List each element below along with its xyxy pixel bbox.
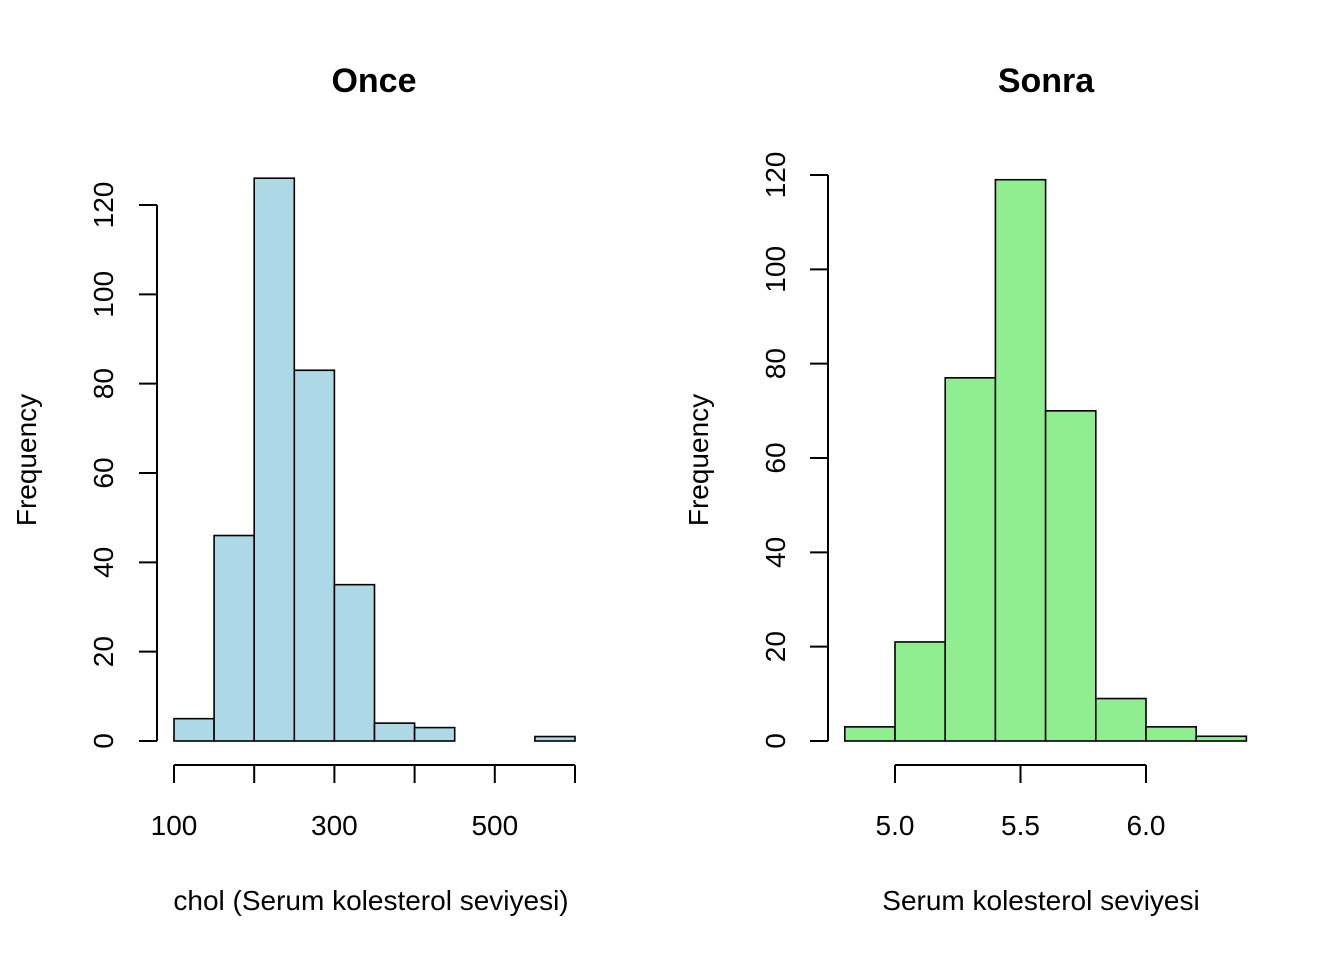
y-tick-label: 20 bbox=[88, 636, 119, 667]
y-tick-label: 0 bbox=[88, 733, 119, 749]
y-tick-label: 40 bbox=[88, 547, 119, 578]
y-tick-label: 40 bbox=[760, 537, 791, 568]
x-axis-label: chol (Serum kolesterol seviyesi) bbox=[173, 885, 568, 916]
histogram-bar bbox=[1145, 726, 1198, 742]
x-tick-label: 100 bbox=[151, 810, 198, 841]
histogram-bar bbox=[293, 369, 336, 742]
histogram-bar bbox=[1195, 735, 1248, 742]
y-tick-label: 120 bbox=[88, 182, 119, 229]
y-tick-label: 80 bbox=[88, 368, 119, 399]
histogram-bar bbox=[333, 583, 376, 742]
x-tick-label: 300 bbox=[311, 810, 358, 841]
x-tick-label: 6.0 bbox=[1127, 810, 1166, 841]
histogram-bar bbox=[1044, 410, 1097, 742]
y-axis-label: Frequency bbox=[11, 394, 42, 526]
y-tick-label: 100 bbox=[760, 246, 791, 293]
histogram-bar bbox=[994, 178, 1047, 742]
x-tick-label: 5.5 bbox=[1001, 810, 1040, 841]
y-axis-label: Frequency bbox=[683, 394, 714, 526]
histogram-bar bbox=[1095, 697, 1147, 742]
histogram-panel-sonra: Sonra Frequency Serum kolesterol seviyes… bbox=[683, 62, 1248, 916]
histogram-bar bbox=[894, 641, 947, 742]
histogram-bar bbox=[843, 726, 896, 742]
y-tick-label: 60 bbox=[760, 442, 791, 473]
y-tick-label: 120 bbox=[760, 152, 791, 199]
histogram-bar bbox=[253, 177, 296, 742]
chart-title: Sonra bbox=[998, 62, 1095, 100]
y-tick-label: 100 bbox=[88, 271, 119, 318]
histogram-bar bbox=[173, 717, 215, 742]
histogram-bar bbox=[413, 726, 456, 742]
histogram-bar bbox=[213, 534, 256, 742]
chart-title: Once bbox=[331, 62, 416, 100]
x-axis-label: Serum kolesterol seviyesi bbox=[882, 885, 1199, 916]
histogram-bar bbox=[944, 377, 997, 742]
x-tick-label: 5.0 bbox=[876, 810, 915, 841]
x-tick-label: 500 bbox=[471, 810, 518, 841]
y-tick-label: 20 bbox=[760, 631, 791, 662]
y-tick-label: 0 bbox=[760, 733, 791, 749]
y-tick-label: 60 bbox=[88, 457, 119, 488]
histogram-bar bbox=[534, 735, 576, 742]
histogram-bar bbox=[373, 722, 416, 742]
histogram-panel-once: Once Frequency chol (Serum kolesterol se… bbox=[11, 62, 576, 916]
y-tick-label: 80 bbox=[760, 348, 791, 379]
